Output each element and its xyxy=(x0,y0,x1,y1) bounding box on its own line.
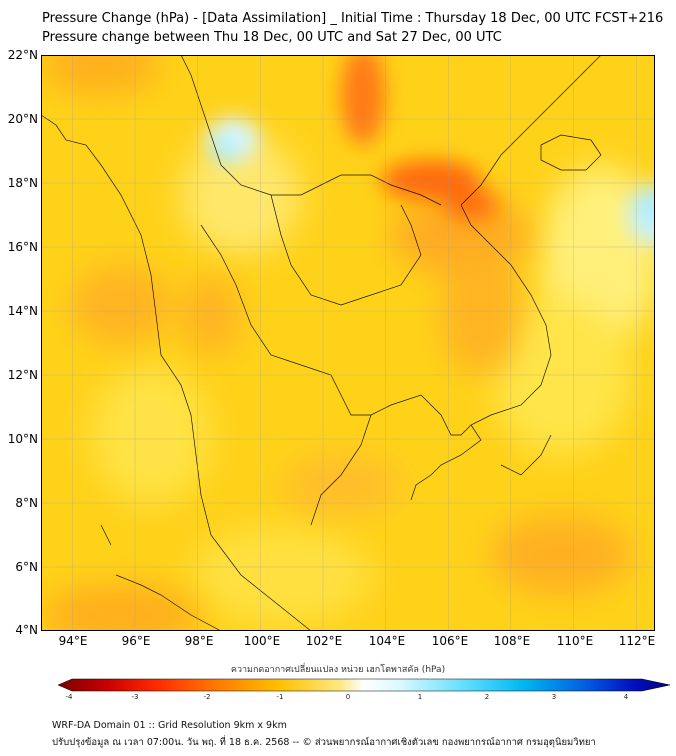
lon-tick-label: 100°E xyxy=(243,634,281,648)
colorbar-gradient xyxy=(57,678,671,692)
lat-tick-label: 4°N xyxy=(15,623,38,637)
chart-title: Pressure Change (hPa) - [Data Assimilati… xyxy=(42,11,664,26)
lon-tick-label: 112°E xyxy=(618,634,656,648)
colorbar xyxy=(57,678,671,692)
chart-subtitle: Pressure change between Thu 18 Dec, 00 U… xyxy=(42,30,502,45)
lat-tick-label: 16°N xyxy=(7,240,38,254)
lon-tick-label: 102°E xyxy=(305,634,343,648)
footer-model-info: WRF-DA Domain 01 :: Grid Resolution 9km … xyxy=(52,720,287,731)
colorbar-tick: 2 xyxy=(484,693,490,701)
field-orange-zones xyxy=(41,55,631,631)
map-frame xyxy=(41,55,655,631)
colorbar-tick: -4 xyxy=(65,693,73,701)
lon-tick-label: 104°E xyxy=(368,634,406,648)
pressure-change-map xyxy=(41,55,655,631)
lon-tick-label: 94°E xyxy=(58,634,88,648)
lat-tick-label: 18°N xyxy=(7,176,38,190)
field-light-zones xyxy=(91,135,655,625)
lon-tick-label: 108°E xyxy=(493,634,531,648)
colorbar-tick: 1 xyxy=(417,693,423,701)
colorbar-tick: -2 xyxy=(203,693,211,701)
lat-tick-label: 8°N xyxy=(15,496,38,510)
lat-tick-label: 14°N xyxy=(7,304,38,318)
gridlines xyxy=(41,55,655,631)
lat-tick-label: 12°N xyxy=(7,368,38,382)
lon-tick-label: 96°E xyxy=(121,634,151,648)
colorbar-tick: -3 xyxy=(131,693,139,701)
map-panel xyxy=(41,55,655,631)
colorbar-tick: 3 xyxy=(551,693,557,701)
lat-tick-label: 10°N xyxy=(7,432,38,446)
lon-tick-label: 110°E xyxy=(556,634,594,648)
lat-tick-label: 6°N xyxy=(15,560,38,574)
lon-tick-label: 106°E xyxy=(431,634,469,648)
coastlines xyxy=(41,55,602,631)
lat-tick-label: 22°N xyxy=(7,48,38,62)
lat-tick-label: 20°N xyxy=(7,112,38,126)
colorbar-tick: -1 xyxy=(276,693,284,701)
footer-credit: ปรับปรุงข้อมูล ณ เวลา 07:00น. วัน พฤ. ที… xyxy=(52,737,596,748)
colorbar-label: ความกดอากาศเปลี่ยนแปลง หน่วย เฮกโตพาสคัล… xyxy=(230,665,446,675)
colorbar-tick: 4 xyxy=(623,693,629,701)
colorbar-tick: 0 xyxy=(345,693,351,701)
lon-tick-label: 98°E xyxy=(184,634,214,648)
